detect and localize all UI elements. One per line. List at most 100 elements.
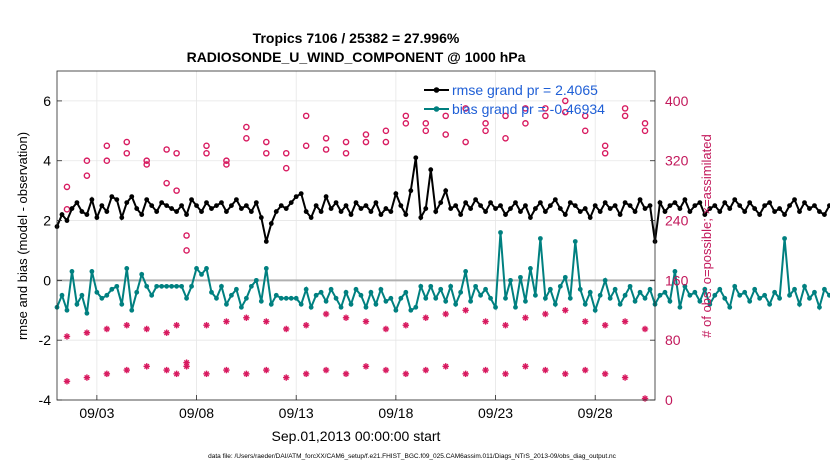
possible-obs-marker [462,105,469,112]
rmse-point [493,206,498,211]
bias-point [253,277,259,283]
asterisk-stroke [602,371,608,377]
rmse-point [174,209,180,214]
assimilated-obs-marker [402,370,410,378]
bias-point [94,289,100,295]
rmse-point [622,200,628,206]
rmse-point [388,209,394,214]
rmse-point [612,203,618,208]
asterisk-stroke [223,318,230,325]
rmse-point [513,200,518,206]
possible-obs-marker [63,183,71,191]
bias-point [199,271,204,277]
x-tick-label: 09/03 [79,405,114,421]
bias-point [313,292,319,298]
rmse-point [74,200,80,206]
possible-obs-marker [542,105,549,112]
bias-point [229,292,234,298]
asterisk-stroke [143,363,150,370]
possible-obs-marker [422,127,430,135]
assimilated-obs-marker [402,322,410,329]
assimilated-obs-marker [522,363,529,370]
bias-point [622,292,628,298]
asterisk-stroke [263,318,270,325]
possible-obs-marker [382,127,390,135]
rmse-point [757,212,763,217]
assimilated-obs-marker [482,366,489,374]
bias-point [727,304,733,310]
right-y-axis-label: # of obs: o=possible; ×=assimilated [699,134,714,337]
right-tick-label: 160 [665,272,689,288]
asterisk-stroke [542,311,549,317]
assimilated-obs-marker [302,370,310,378]
rmse-point [184,212,189,217]
asterisk-stroke [104,371,110,377]
possible-obs-marker [402,112,410,120]
bias-point [632,298,638,304]
possible-obs-marker [422,120,430,127]
rmse-point [448,206,454,211]
rmse-point [139,212,145,217]
possible-obs-marker [183,232,190,239]
asterisk-stroke [263,367,270,373]
rmse-point [508,206,513,211]
asterisk-stroke [223,367,230,373]
legend-marker [433,87,440,93]
bias-point [627,283,633,289]
bias-point [812,289,817,295]
bias-point [533,292,538,298]
bias-point [418,283,424,289]
rmse-point [258,215,264,220]
bias-point [174,283,180,289]
bias-point [214,295,219,301]
bias-point [762,292,768,298]
assimilated-obs-marker [83,329,91,336]
rmse-point [752,206,758,211]
legend-label: bias grand pr = -0.46934 [452,101,605,117]
rmse-point [348,212,354,217]
possible-obs-marker [143,161,150,168]
bias-point [483,286,488,292]
rmse-point [263,239,269,244]
possible-obs-marker [621,112,629,120]
rmse-point [328,206,334,211]
assimilated-obs-marker [422,314,429,321]
possible-obs-marker [641,127,649,135]
asterisk-stroke [203,371,210,377]
possible-obs-marker [562,108,569,116]
rmse-point [323,194,329,200]
bias-point [687,292,693,298]
x-tick-label: 09/28 [578,405,613,421]
rmse-point [69,206,75,211]
rmse-point [368,209,374,214]
asterisk-stroke [203,322,210,328]
bias-point [547,286,553,292]
rmse-point [817,209,822,214]
assimilated-obs-marker [482,318,489,325]
bias-point [398,295,404,301]
plot-area [57,71,655,400]
bias-point [792,286,797,292]
assimilated-obs-marker [173,322,180,329]
assimilated-obs-marker [263,318,270,325]
rmse-point [582,206,588,211]
rmse-point [602,200,608,206]
rmse-point [667,203,673,208]
bias-point [428,283,434,289]
asterisk-stroke [562,307,569,314]
rmse-point [737,203,743,208]
bias-point [572,239,578,244]
possible-obs-marker [223,157,230,165]
rmse-point [353,200,359,206]
bias-point [772,289,777,295]
bias-point [468,298,474,304]
rmse-point [433,209,439,214]
rmse-point [722,200,728,206]
bias-point [383,298,389,304]
bias-point [124,266,130,271]
bias-point [797,301,802,307]
rmse-point [552,197,558,203]
possible-obs-marker [342,149,350,157]
possible-obs-marker [223,161,230,168]
rmse-point [677,206,683,211]
